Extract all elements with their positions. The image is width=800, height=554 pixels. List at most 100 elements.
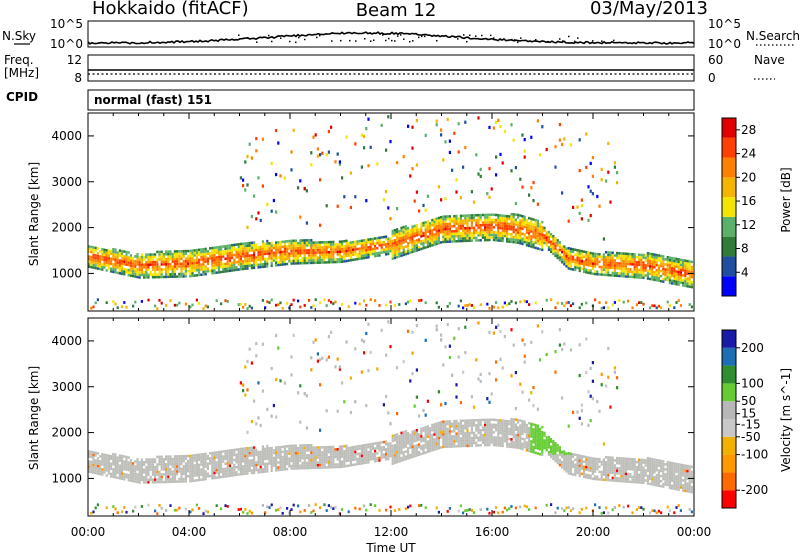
velocity-cell — [409, 453, 412, 457]
power-cell — [534, 239, 537, 242]
power-cell — [446, 222, 449, 226]
velocity-cell — [519, 419, 522, 422]
velocity-cell — [173, 457, 176, 461]
power-cell — [268, 257, 271, 260]
velocity-cell — [442, 428, 445, 431]
velocity-cell — [404, 457, 407, 461]
power-cell — [136, 273, 139, 276]
power-cell — [400, 254, 403, 257]
power-cell — [488, 231, 491, 234]
velocity-cell — [501, 444, 504, 448]
velocity-cell — [468, 431, 471, 435]
power-cell — [618, 272, 621, 275]
velocity-cell — [220, 453, 223, 456]
power-cell — [310, 249, 313, 252]
power-cell — [437, 305, 440, 309]
power-cell — [492, 233, 495, 237]
velocity-cell — [171, 480, 174, 483]
velocity-cell — [281, 450, 284, 454]
power-cell — [415, 244, 418, 247]
velocity-cell — [424, 338, 427, 342]
power-cell — [543, 226, 546, 230]
power-cell — [253, 248, 256, 252]
velocity-cell — [125, 465, 128, 469]
velocity-cell — [261, 455, 264, 458]
velocity-cell — [246, 459, 249, 463]
velocity-cell — [261, 447, 264, 451]
velocity-cell — [156, 478, 159, 481]
velocity-cell — [132, 477, 135, 480]
power-cell — [442, 220, 445, 224]
velocity-cell — [253, 446, 256, 449]
power-cell — [151, 253, 154, 256]
power-cell — [303, 304, 306, 307]
velocity-cell — [486, 436, 489, 439]
power-cell — [246, 242, 249, 245]
velocity-cell — [303, 461, 306, 465]
velocity-cell — [290, 454, 293, 458]
velocity-cell — [96, 472, 99, 475]
power-cell — [118, 259, 121, 262]
power-cell — [477, 234, 480, 237]
velocity-cell — [292, 454, 295, 458]
velocity-cell — [123, 472, 126, 476]
power-cell — [138, 276, 141, 279]
power-cell — [246, 262, 249, 265]
power-cell — [349, 258, 352, 262]
power-cell — [389, 217, 392, 221]
power-cell — [213, 264, 216, 267]
power-cell — [332, 255, 335, 259]
power-cell — [330, 260, 333, 264]
velocity-cell — [156, 512, 159, 516]
power-cell — [281, 245, 284, 249]
velocity-cell — [171, 457, 174, 461]
power-cell — [435, 217, 438, 220]
power-cell — [462, 219, 465, 223]
velocity-cell — [299, 459, 302, 462]
power-cell — [277, 261, 280, 264]
velocity-cell — [316, 461, 319, 464]
power-cell — [327, 243, 330, 246]
power-cell — [288, 254, 291, 258]
velocity-cell — [244, 457, 247, 460]
velocity-cell — [114, 466, 117, 469]
power-cell — [660, 306, 663, 310]
velocity-cell — [154, 458, 157, 461]
power-cell — [176, 260, 179, 263]
velocity-cell — [495, 418, 498, 422]
velocity-cell — [316, 466, 319, 469]
power-cell — [356, 252, 359, 256]
velocity-cell — [437, 431, 440, 435]
power-cell — [675, 260, 678, 263]
velocity-cell — [160, 458, 163, 461]
power-cell — [129, 261, 132, 265]
power-cell — [158, 255, 161, 259]
power-cell — [292, 262, 295, 265]
velocity-cell — [189, 464, 192, 468]
velocity-cell — [338, 445, 341, 448]
power-cell — [396, 248, 399, 251]
power-cell — [347, 241, 350, 245]
nsky-right-tick-bottom: 10^0 — [708, 37, 741, 51]
velocity-cell — [492, 418, 495, 422]
power-cell — [420, 232, 423, 236]
velocity-cell — [448, 420, 451, 423]
power-cell — [365, 243, 368, 247]
power-cell — [358, 252, 361, 255]
power-cell — [160, 253, 163, 256]
velocity-cell — [228, 474, 231, 478]
velocity-cell — [253, 399, 256, 403]
velocity-cell — [261, 450, 264, 453]
velocity-cell — [143, 471, 146, 474]
power-cell — [510, 300, 513, 303]
power-cell — [127, 258, 130, 262]
power-cell — [490, 228, 493, 232]
power-cell — [616, 264, 619, 267]
power-cell — [464, 145, 467, 150]
power-cell — [391, 229, 394, 233]
power-cell — [578, 257, 581, 260]
power-cell — [675, 265, 678, 268]
velocity-cell — [283, 445, 286, 448]
power-cell — [517, 241, 520, 244]
velocity-cell — [92, 468, 95, 472]
